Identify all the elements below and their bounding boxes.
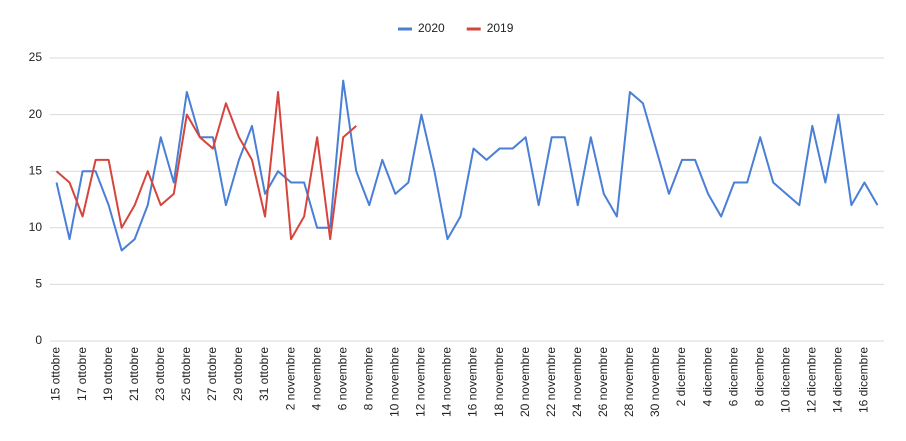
y-tick-label: 15 [29,163,43,177]
line-series [55,79,879,252]
x-tick-label: 28 novembre [622,347,636,417]
x-tick-label: 10 novembre [388,347,402,417]
x-tick-label: 17 ottobre [75,347,89,401]
y-tick-label: 20 [29,107,43,121]
x-tick-label: 18 novembre [492,347,506,417]
x-tick-label: 19 ottobre [101,347,115,401]
y-tick-label: 25 [29,50,43,64]
x-tick-label: 12 novembre [414,347,428,417]
y-tick-label: 5 [35,277,42,291]
x-tick-label: 6 novembre [335,347,349,411]
y-tick-label: 0 [35,333,42,347]
x-tick-label: 2 novembre [283,347,297,411]
x-tick-label: 26 novembre [596,347,610,417]
x-tick-label: 29 ottobre [231,347,245,401]
line-series [55,90,357,241]
x-tick-label: 23 ottobre [153,347,167,401]
x-tick-label: 2 dicembre [674,347,688,407]
x-tick-label: 10 dicembre [778,347,792,413]
x-tick-label: 14 novembre [440,347,454,417]
x-tick-label: 6 dicembre [726,347,740,407]
x-tick-label: 14 dicembre [831,347,845,413]
x-tick-label: 30 novembre [648,347,662,417]
x-tick-label: 4 dicembre [700,347,714,407]
x-tick-label: 22 novembre [544,347,558,417]
x-tick-label: 8 novembre [361,347,375,411]
y-tick-label: 10 [29,220,43,234]
x-tick-label: 15 ottobre [49,347,63,401]
legend-label: 2020 [418,21,445,35]
x-tick-label: 16 novembre [466,347,480,417]
x-tick-label: 8 dicembre [752,347,766,407]
x-tick-label: 24 novembre [570,347,584,417]
x-tick-label: 4 novembre [309,347,323,411]
x-tick-label: 27 ottobre [205,347,219,401]
x-tick-label: 25 ottobre [179,347,193,401]
x-tick-label: 16 dicembre [857,347,871,413]
x-tick-label: 21 ottobre [127,347,141,401]
x-tick-label: 20 novembre [518,347,532,417]
legend-label: 2019 [487,21,514,35]
x-tick-label: 12 dicembre [805,347,819,413]
x-tick-label: 31 ottobre [257,347,271,401]
